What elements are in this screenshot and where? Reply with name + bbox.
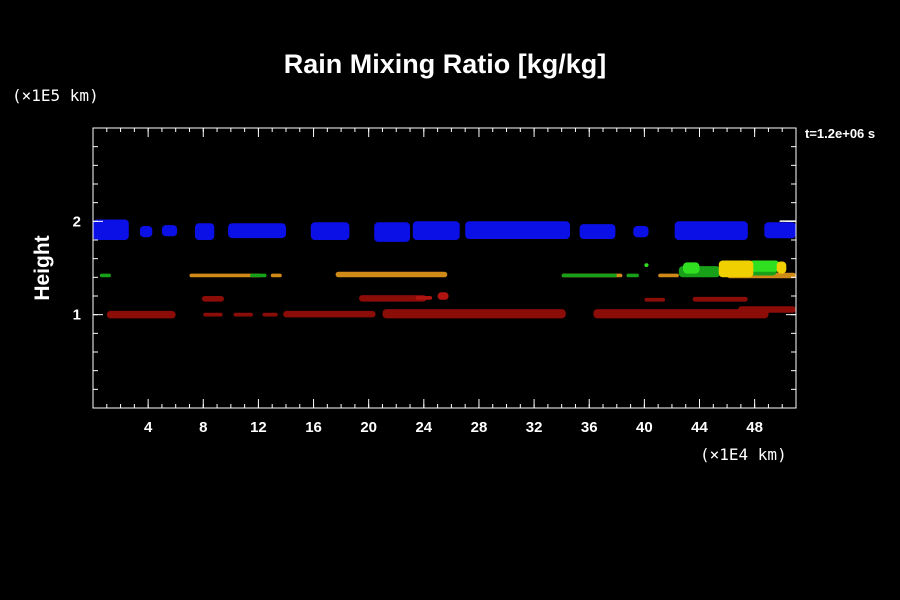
data-region-red xyxy=(415,296,433,300)
data-region-dark_red xyxy=(233,312,253,317)
data-region-blue xyxy=(465,221,570,239)
data-region-blue xyxy=(674,221,748,240)
x-tick-label: 36 xyxy=(581,419,598,436)
x-tick-label: 28 xyxy=(471,419,488,436)
data-region-green xyxy=(626,273,639,278)
x-tick-label: 40 xyxy=(636,419,653,436)
data-region-bright_green xyxy=(644,263,649,267)
data-region-dark_red xyxy=(106,310,176,319)
time-label: t=1.2e+06 s xyxy=(805,126,875,141)
data-region-red xyxy=(437,292,449,300)
data-region-orange xyxy=(270,273,282,278)
data-region-orange xyxy=(189,273,262,278)
data-region-blue xyxy=(139,226,153,238)
data-region-green xyxy=(250,273,267,278)
x-tick-label: 16 xyxy=(305,419,322,436)
x-tick-label: 48 xyxy=(746,419,763,436)
data-region-dark_red xyxy=(382,309,566,319)
data-region-blue xyxy=(195,223,215,240)
data-region-blue xyxy=(161,225,178,237)
data-region-blue xyxy=(764,222,796,239)
x-tick-label: 44 xyxy=(691,419,708,436)
data-region-blue xyxy=(633,226,649,238)
data-region-dark_red xyxy=(738,306,796,313)
y-tick-label: 2 xyxy=(73,213,81,230)
x-tick-label: 8 xyxy=(199,419,207,436)
data-region-blue xyxy=(412,221,460,240)
data-region-dark_red xyxy=(644,297,666,302)
y-tick-label: 1 xyxy=(73,307,81,324)
y-axis-label: Height xyxy=(31,235,54,300)
x-axis-unit: (×1E4 km) xyxy=(700,445,787,464)
x-tick-label: 12 xyxy=(250,419,267,436)
chart-title: Rain Mixing Ratio [kg/kg] xyxy=(284,49,607,79)
data-region-dark_red xyxy=(203,312,223,317)
data-region-yellow xyxy=(776,261,787,274)
plot-frame xyxy=(92,127,797,409)
data-region-dark_red xyxy=(262,312,278,317)
data-region-blue xyxy=(579,224,616,239)
data-region-dark_red xyxy=(201,296,224,302)
data-region-dark_red xyxy=(283,310,376,318)
data-region-bright_green xyxy=(683,262,700,274)
x-tick-label: 20 xyxy=(360,419,377,436)
data-region-orange xyxy=(658,273,679,278)
data-region-yellow xyxy=(718,260,754,278)
data-region-dark_red xyxy=(359,295,427,302)
data-region-dark_red xyxy=(692,296,748,302)
data-region-bright_green xyxy=(749,260,780,272)
data-region-blue xyxy=(228,223,286,239)
data-region-green xyxy=(561,273,617,278)
x-tick-label: 32 xyxy=(526,419,543,436)
x-tick-label: 4 xyxy=(144,419,153,436)
data-region-blue xyxy=(93,219,129,240)
data-region-green xyxy=(99,273,111,278)
y-axis-unit: (×1E5 km) xyxy=(12,86,99,105)
data-region-blue xyxy=(374,222,410,242)
data-region-dark_red xyxy=(593,309,769,319)
data-region-blue xyxy=(310,222,350,240)
data-region-orange xyxy=(335,271,448,278)
x-tick-label: 24 xyxy=(415,419,432,436)
